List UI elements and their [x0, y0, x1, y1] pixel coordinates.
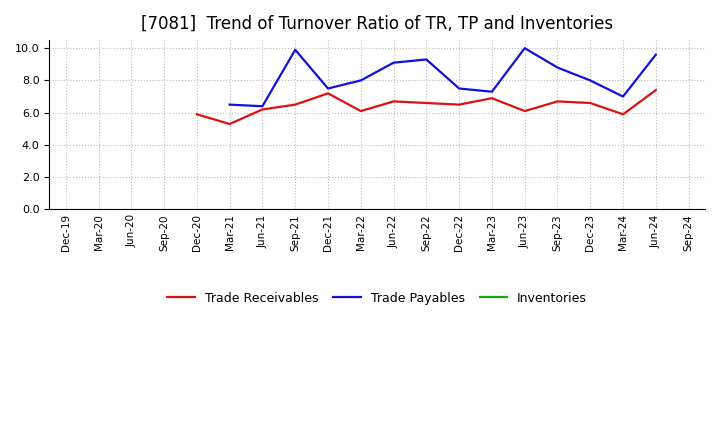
Legend: Trade Receivables, Trade Payables, Inventories: Trade Receivables, Trade Payables, Inven… — [162, 287, 592, 310]
Trade Receivables — [291, 102, 300, 107]
Trade Payables — [390, 60, 398, 65]
Trade Payables — [324, 86, 333, 91]
Trade Payables — [652, 52, 660, 57]
Trade Receivables — [192, 112, 201, 117]
Trade Payables — [455, 86, 464, 91]
Trade Receivables — [225, 121, 234, 127]
Trade Payables — [225, 102, 234, 107]
Line: Trade Payables: Trade Payables — [230, 48, 656, 106]
Trade Receivables — [553, 99, 562, 104]
Trade Receivables — [455, 102, 464, 107]
Trade Payables — [291, 47, 300, 52]
Trade Payables — [487, 89, 496, 94]
Trade Receivables — [356, 108, 365, 114]
Trade Payables — [422, 57, 431, 62]
Trade Receivables — [652, 88, 660, 93]
Line: Trade Receivables: Trade Receivables — [197, 90, 656, 124]
Trade Receivables — [390, 99, 398, 104]
Trade Payables — [553, 65, 562, 70]
Trade Payables — [586, 78, 595, 83]
Trade Receivables — [521, 108, 529, 114]
Trade Receivables — [586, 100, 595, 106]
Trade Receivables — [618, 112, 627, 117]
Trade Payables — [618, 94, 627, 99]
Trade Receivables — [258, 107, 266, 112]
Trade Payables — [521, 45, 529, 51]
Title: [7081]  Trend of Turnover Ratio of TR, TP and Inventories: [7081] Trend of Turnover Ratio of TR, TP… — [141, 15, 613, 33]
Trade Receivables — [487, 95, 496, 101]
Trade Receivables — [422, 100, 431, 106]
Trade Receivables — [324, 91, 333, 96]
Trade Payables — [356, 78, 365, 83]
Trade Payables — [258, 103, 266, 109]
